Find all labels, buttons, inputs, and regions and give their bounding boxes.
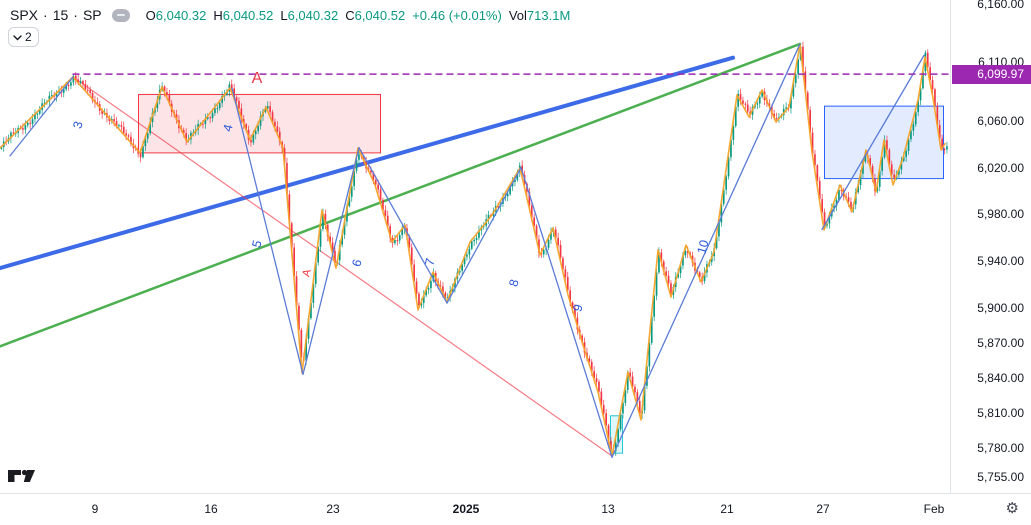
price-tick-label: 5,870.00: [977, 335, 1024, 350]
time-axis[interactable]: ⚙ 9 16 23 2025 13 21 27 Feb: [0, 493, 1031, 525]
price-tick-label: 5,810.00: [977, 405, 1024, 420]
open-value: 6,040.32: [155, 7, 207, 23]
time-tick-label: 23: [326, 502, 340, 516]
settings-gear-icon[interactable]: ⚙: [1005, 500, 1019, 517]
low-label: L: [280, 7, 288, 23]
symbol-title[interactable]: SPX · 15 · SP: [10, 7, 102, 23]
time-tick-label: 2025: [452, 502, 480, 516]
drawing-count: 2: [25, 30, 32, 44]
instrument-status-icon[interactable]: [111, 8, 130, 22]
price-tick-label: 5,755.00: [977, 470, 1024, 485]
separator-dot: ·: [73, 7, 78, 23]
open-label: O: [145, 7, 156, 23]
separator-dot: ·: [43, 7, 48, 23]
time-tick-label: 21: [720, 502, 734, 516]
tradingview-logo[interactable]: [7, 468, 39, 485]
interval-label: 15: [52, 7, 69, 23]
exchange-label: SP: [82, 7, 102, 23]
price-tick-label: 5,780.00: [977, 441, 1024, 455]
price-axis[interactable]: 6,160.00 6,110.00 6,060.00 6,020.00 5,980.00…: [950, 0, 1031, 493]
time-tick-label: Feb: [923, 502, 945, 516]
price-tick-label: 6,020.00: [977, 160, 1024, 175]
high-value: 6,040.52: [222, 7, 274, 23]
ohlc-values: O6,040.32 H6,040.52 L6,040.32 C6,040.52 …: [146, 8, 571, 23]
price-tick-label: 5,940.00: [977, 254, 1024, 269]
volume-label: Vol: [508, 7, 527, 23]
symbol-name: SPX: [10, 7, 39, 23]
volume-value: 713.1M: [526, 7, 571, 23]
time-tick-label: 16: [204, 502, 218, 516]
last-price-tag: 6,099.97: [952, 64, 1031, 84]
close-label: C: [345, 7, 355, 23]
time-tick-label: 27: [816, 502, 830, 516]
change-value: +0.46 (+0.01%): [412, 7, 502, 23]
chevron-down-icon: [13, 34, 22, 40]
symbol-header: SPX · 15 · SP O6,040.32 H6,040.52 L6,040…: [10, 7, 570, 23]
price-tick-label: 5,840.00: [977, 370, 1024, 385]
high-label: H: [213, 7, 223, 23]
low-value: 6,040.32: [287, 7, 339, 23]
price-tick-label: 6,160.00: [977, 0, 1024, 11]
time-tick-label: 13: [601, 502, 615, 516]
object-tree-collapse-button[interactable]: 2: [8, 27, 39, 47]
price-tick-label: 5,980.00: [977, 207, 1024, 222]
close-value: 6,040.52: [354, 7, 406, 23]
price-tick-label: 6,060.00: [977, 113, 1024, 128]
time-tick-label: 9: [91, 502, 99, 516]
chart-canvas[interactable]: [0, 0, 950, 493]
price-tick-label: 5,900.00: [977, 300, 1024, 315]
